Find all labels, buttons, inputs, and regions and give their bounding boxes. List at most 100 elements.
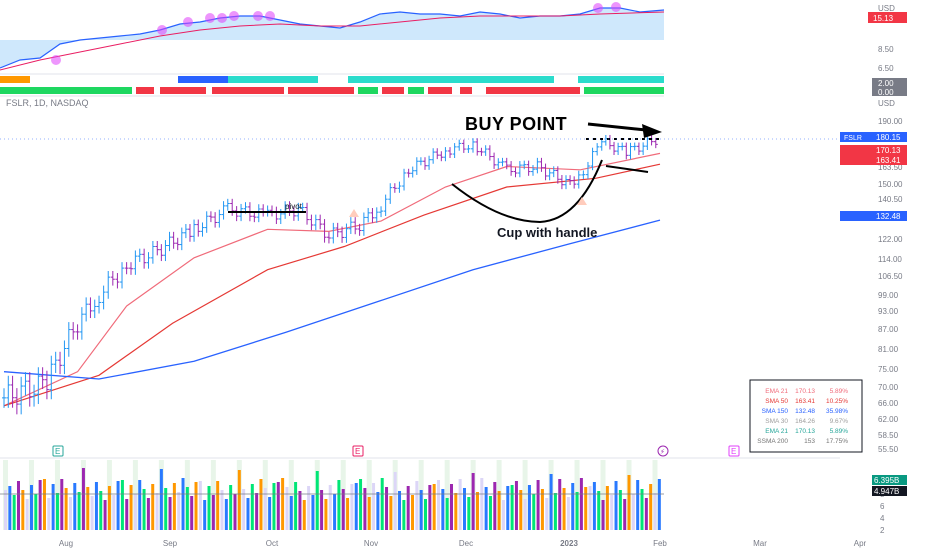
ma-row-value: 170.13 [795, 388, 815, 395]
volume-bar [120, 480, 124, 530]
ma-row-value: 153 [804, 438, 815, 445]
price-badge-tag [840, 132, 870, 142]
x-tick-label: 2023 [560, 539, 578, 548]
volume-bar [233, 494, 237, 530]
volume-bar [627, 475, 631, 530]
volume-bar [558, 479, 562, 530]
ma-row-label: SMA 30 [765, 418, 788, 425]
volume-bar [354, 483, 358, 530]
rs-area [0, 8, 664, 68]
price-badge-value: 163.41 [876, 156, 901, 165]
volume-bar [575, 492, 579, 530]
volume-bar [506, 486, 510, 530]
volume-bar [259, 479, 263, 530]
volume-bar [536, 480, 540, 530]
rs-ma-line [0, 11, 665, 71]
volume-bar [488, 496, 492, 530]
y-tick-label: 114.00 [878, 255, 902, 264]
volume-bar [242, 489, 246, 530]
volume-bar [411, 495, 415, 530]
volume-bar [99, 491, 103, 530]
strip-panel [0, 76, 664, 97]
volume-badge-value: 4.947B [874, 487, 899, 496]
volume-bar [610, 495, 614, 530]
volume-bar [146, 498, 150, 530]
volume-bar [47, 498, 51, 530]
buy-point-label: BUY POINT [465, 114, 567, 134]
volume-bar [263, 488, 267, 530]
x-tick-label: Apr [854, 539, 867, 548]
volume-bar [38, 480, 42, 530]
volume-bar [350, 484, 354, 530]
volume-bar [151, 484, 155, 530]
volume-bar [211, 495, 215, 530]
volume-bar [12, 495, 16, 530]
x-tick-label: Aug [59, 539, 73, 548]
volume-bar [415, 481, 419, 530]
price-badge-value: 132.48 [876, 212, 901, 221]
volume-bar [605, 486, 609, 530]
volume-bar [385, 487, 389, 530]
svg-text:E: E [355, 447, 360, 456]
volume-bar [540, 489, 544, 530]
volume-bar [125, 499, 129, 530]
price-badge [870, 211, 907, 221]
volume-bar [81, 468, 85, 530]
volume-bar [294, 482, 298, 530]
ma-row-pct: 10.25% [826, 398, 848, 405]
volume-bar [194, 482, 198, 530]
x-tick-label: Sep [163, 539, 178, 548]
y-axis-ticks: 190.00176.00163.50150.00140.50132.00122.… [878, 117, 903, 454]
y-tick-label: 99.00 [878, 291, 899, 300]
volume-bar [276, 482, 280, 530]
volume-bar [519, 490, 523, 530]
volume-bar [614, 481, 618, 530]
volume-bar [281, 478, 285, 530]
volume-bar [112, 495, 116, 530]
volume-highlight [444, 460, 450, 530]
symbol-header: FSLR, 1D, NASDAQ [6, 98, 89, 108]
y-tick-label: 106.50 [878, 272, 903, 281]
volume-bar [432, 484, 436, 530]
volume-bar [363, 488, 367, 530]
ma-row-pct: 5.89% [830, 428, 849, 435]
y-tick-label: 70.00 [878, 383, 899, 392]
sma50-line [3, 163, 661, 407]
volume-bar [424, 499, 428, 530]
rs-badge: 15.13 [873, 14, 894, 23]
volume-bar [138, 480, 142, 530]
x-tick-label: Nov [364, 539, 378, 548]
volume-bar [346, 498, 350, 530]
ma-row-pct: 9.67% [830, 418, 849, 425]
y-tick-label: 55.50 [878, 445, 899, 454]
symbol-tag: FSLR [844, 135, 862, 142]
volume-bar [376, 492, 380, 530]
volume-bar [562, 488, 566, 530]
volume-bar [341, 489, 345, 530]
svg-text:8.50: 8.50 [878, 45, 894, 54]
y-tick-label: 190.00 [878, 117, 903, 126]
volume-bar [216, 481, 220, 530]
cup-curve [451, 159, 603, 224]
volume-bar [367, 497, 371, 530]
triangle-icon [577, 197, 587, 205]
y-tick-label: 66.00 [878, 399, 899, 408]
volume-tick: 2 [880, 526, 885, 535]
volume-bar [159, 469, 163, 530]
ma-row-value: 163.41 [795, 398, 815, 405]
volume-bar [480, 478, 484, 530]
svg-text:2.00: 2.00 [878, 79, 894, 88]
sma150-line [3, 219, 661, 380]
volume-bar [103, 500, 107, 530]
volume-bar [77, 492, 81, 530]
volume-bar [86, 487, 90, 530]
volume-bar [246, 498, 250, 530]
ma-table: EMA 21 170.13 5.89% SMA 50 163.41 10.25% SMA 1… [749, 379, 863, 453]
volume-bar [510, 485, 514, 530]
volume-bar [398, 491, 402, 530]
price-axis: USD 15.13 8.50 6.50 2.00 0.00 USD [868, 4, 907, 108]
volume-bar [237, 470, 241, 530]
y-tick-label: 163.50 [878, 163, 903, 172]
